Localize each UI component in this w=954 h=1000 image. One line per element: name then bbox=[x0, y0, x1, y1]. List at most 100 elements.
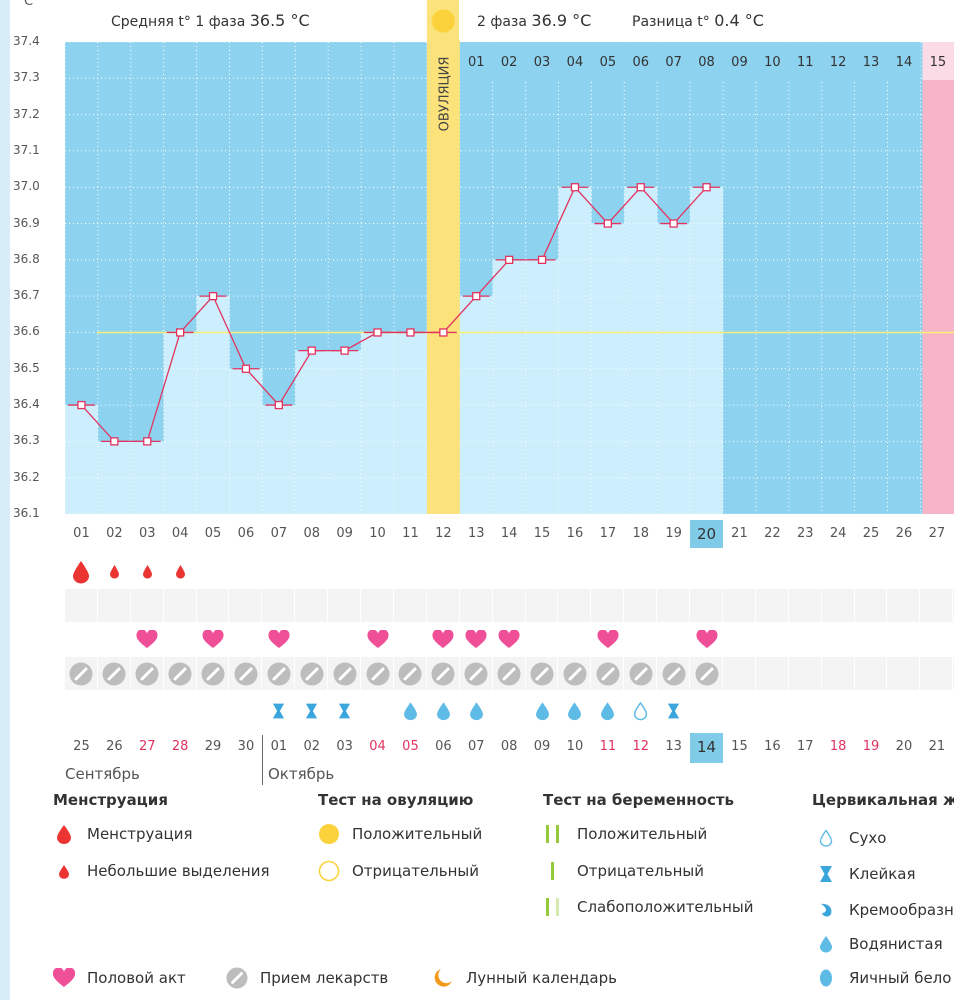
intercourse-cell[interactable] bbox=[559, 623, 592, 656]
ovulation-test-cell[interactable] bbox=[591, 589, 625, 622]
ovulation-test-cell[interactable] bbox=[164, 589, 197, 622]
calendar-date[interactable]: 25 bbox=[73, 739, 90, 754]
menstruation-cell[interactable] bbox=[855, 555, 888, 588]
cervical-cell[interactable] bbox=[690, 694, 723, 727]
ovulation-test-cell[interactable] bbox=[690, 589, 723, 622]
intercourse-cell[interactable] bbox=[920, 623, 954, 656]
intercourse-cell[interactable] bbox=[723, 623, 756, 656]
intercourse-cell[interactable] bbox=[230, 623, 263, 656]
cervical-cell[interactable] bbox=[131, 694, 164, 727]
ovulation-test-cell[interactable] bbox=[460, 589, 493, 622]
cycle-day[interactable]: 04 bbox=[171, 526, 189, 541]
ovulation-test-cell[interactable] bbox=[822, 589, 855, 622]
calendar-date[interactable]: 03 bbox=[336, 739, 353, 754]
intercourse-cell[interactable] bbox=[328, 623, 362, 656]
ovulation-test-cell[interactable] bbox=[131, 589, 164, 622]
menstruation-cell[interactable] bbox=[559, 555, 592, 588]
cycle-day[interactable]: 13 bbox=[467, 526, 485, 541]
intercourse-cell[interactable] bbox=[690, 623, 723, 656]
medication-cell[interactable] bbox=[822, 657, 855, 690]
menstruation-cell[interactable] bbox=[427, 555, 460, 588]
cervical-cell[interactable] bbox=[394, 694, 427, 727]
cycle-day[interactable]: 07 bbox=[270, 526, 288, 541]
cycle-day[interactable]: 26 bbox=[895, 526, 913, 541]
ovulation-test-cell[interactable] bbox=[262, 589, 296, 622]
cycle-day[interactable]: 08 bbox=[303, 526, 321, 541]
intercourse-cell[interactable] bbox=[855, 623, 888, 656]
calendar-date[interactable]: 08 bbox=[500, 739, 518, 754]
cervical-cell[interactable] bbox=[197, 694, 230, 727]
calendar-date[interactable]: 06 bbox=[435, 739, 452, 754]
medication-cell[interactable] bbox=[493, 657, 526, 690]
cycle-day[interactable]: 10 bbox=[369, 526, 386, 541]
cervical-cell[interactable] bbox=[591, 694, 625, 727]
calendar-date[interactable]: 01 bbox=[270, 739, 288, 754]
medication-cell[interactable] bbox=[460, 657, 493, 690]
ovulation-test-cell[interactable] bbox=[394, 589, 427, 622]
intercourse-cell[interactable] bbox=[98, 623, 131, 656]
cervical-cell[interactable] bbox=[855, 694, 888, 727]
calendar-date-today[interactable]: 14 bbox=[690, 733, 723, 763]
cycle-day[interactable]: 23 bbox=[796, 526, 814, 541]
ovulation-test-cell[interactable] bbox=[197, 589, 230, 622]
intercourse-cell[interactable] bbox=[164, 623, 197, 656]
cycle-day[interactable]: 17 bbox=[599, 526, 617, 541]
medication-cell[interactable] bbox=[789, 657, 822, 690]
menstruation-cell[interactable] bbox=[328, 555, 362, 588]
cycle-day-today[interactable]: 20 bbox=[690, 520, 723, 548]
menstruation-cell[interactable] bbox=[822, 555, 855, 588]
menstruation-cell[interactable] bbox=[98, 555, 131, 588]
cycle-day[interactable]: 22 bbox=[764, 526, 781, 541]
cervical-cell[interactable] bbox=[295, 694, 329, 727]
cycle-day[interactable]: 18 bbox=[632, 526, 650, 541]
cycle-day[interactable]: 15 bbox=[533, 526, 551, 541]
calendar-date[interactable]: 29 bbox=[204, 739, 222, 754]
cycle-day[interactable]: 02 bbox=[106, 526, 123, 541]
calendar-date[interactable]: 12 bbox=[632, 739, 650, 754]
menstruation-cell[interactable] bbox=[920, 555, 954, 588]
cycle-day[interactable]: 09 bbox=[336, 526, 353, 541]
intercourse-cell[interactable] bbox=[526, 623, 559, 656]
medication-cell[interactable] bbox=[361, 657, 394, 690]
medication-cell[interactable] bbox=[131, 657, 164, 690]
cycle-day[interactable]: 11 bbox=[402, 526, 419, 541]
intercourse-cell[interactable] bbox=[460, 623, 493, 656]
menstruation-cell[interactable] bbox=[888, 555, 921, 588]
menstruation-cell[interactable] bbox=[690, 555, 723, 588]
ovulation-test-cell[interactable] bbox=[427, 589, 460, 622]
calendar-date[interactable]: 21 bbox=[928, 739, 946, 754]
cycle-day[interactable]: 01 bbox=[73, 526, 90, 541]
calendar-date[interactable]: 19 bbox=[862, 739, 880, 754]
cycle-day[interactable]: 06 bbox=[237, 526, 255, 541]
cycle-day[interactable]: 21 bbox=[731, 526, 748, 541]
cycle-day[interactable]: 16 bbox=[566, 526, 584, 541]
ovulation-test-cell[interactable] bbox=[493, 589, 526, 622]
menstruation-cell[interactable] bbox=[493, 555, 526, 588]
cycle-day[interactable]: 19 bbox=[665, 526, 682, 541]
menstruation-cell[interactable] bbox=[164, 555, 197, 588]
menstruation-cell[interactable] bbox=[197, 555, 230, 588]
ovulation-test-cell[interactable] bbox=[65, 589, 98, 622]
cycle-day[interactable]: 27 bbox=[928, 526, 946, 541]
intercourse-cell[interactable] bbox=[295, 623, 329, 656]
intercourse-cell[interactable] bbox=[361, 623, 394, 656]
intercourse-cell[interactable] bbox=[888, 623, 921, 656]
intercourse-cell[interactable] bbox=[493, 623, 526, 656]
menstruation-cell[interactable] bbox=[756, 555, 789, 588]
medication-cell[interactable] bbox=[98, 657, 131, 690]
menstruation-cell[interactable] bbox=[394, 555, 427, 588]
intercourse-cell[interactable] bbox=[427, 623, 460, 656]
cervical-cell[interactable] bbox=[230, 694, 263, 727]
ovulation-test-cell[interactable] bbox=[98, 589, 131, 622]
calendar-date[interactable]: 20 bbox=[895, 739, 913, 754]
cervical-cell[interactable] bbox=[789, 694, 822, 727]
medication-cell[interactable] bbox=[591, 657, 625, 690]
calendar-date[interactable]: 11 bbox=[599, 739, 617, 754]
ovulation-test-cell[interactable] bbox=[756, 589, 789, 622]
calendar-date[interactable]: 28 bbox=[171, 739, 189, 754]
ovulation-test-cell[interactable] bbox=[888, 589, 921, 622]
menstruation-cell[interactable] bbox=[591, 555, 625, 588]
calendar-date[interactable]: 09 bbox=[533, 739, 551, 754]
cervical-cell[interactable] bbox=[262, 694, 296, 727]
cervical-cell[interactable] bbox=[493, 694, 526, 727]
